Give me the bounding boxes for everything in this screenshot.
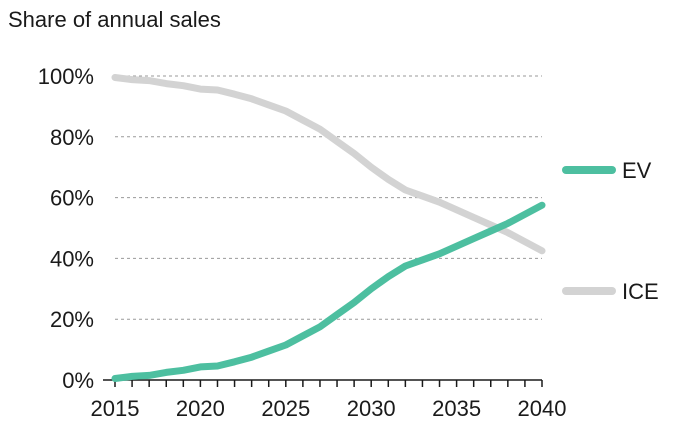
series-line-ice: [111, 74, 546, 255]
y-tick-label: 100%: [38, 64, 94, 89]
y-tick-label: 80%: [50, 125, 94, 150]
y-tick-label: 60%: [50, 186, 94, 211]
legend: EV ICE: [562, 158, 659, 304]
series-lines: [111, 74, 546, 382]
x-tick-label: 2020: [176, 396, 225, 421]
x-tick-label: 2035: [432, 396, 481, 421]
grid-lines: [115, 75, 542, 320]
legend-label-ice: ICE: [622, 279, 659, 304]
series-line-ev: [111, 201, 546, 382]
y-tick-label: 20%: [50, 307, 94, 332]
y-tick-label: 0%: [62, 368, 94, 393]
x-tick-label: 2030: [347, 396, 396, 421]
chart-title: Share of annual sales: [8, 7, 221, 32]
axes: 0% 20% 40% 60% 80% 100% 2015 2020 2025 2030 2035 20…: [38, 64, 567, 421]
legend-label-ev: EV: [622, 158, 652, 183]
y-tick-label: 40%: [50, 246, 94, 271]
x-tick-label: 2040: [518, 396, 567, 421]
x-tick-label: 2015: [91, 396, 140, 421]
x-tick-label: 2025: [261, 396, 310, 421]
